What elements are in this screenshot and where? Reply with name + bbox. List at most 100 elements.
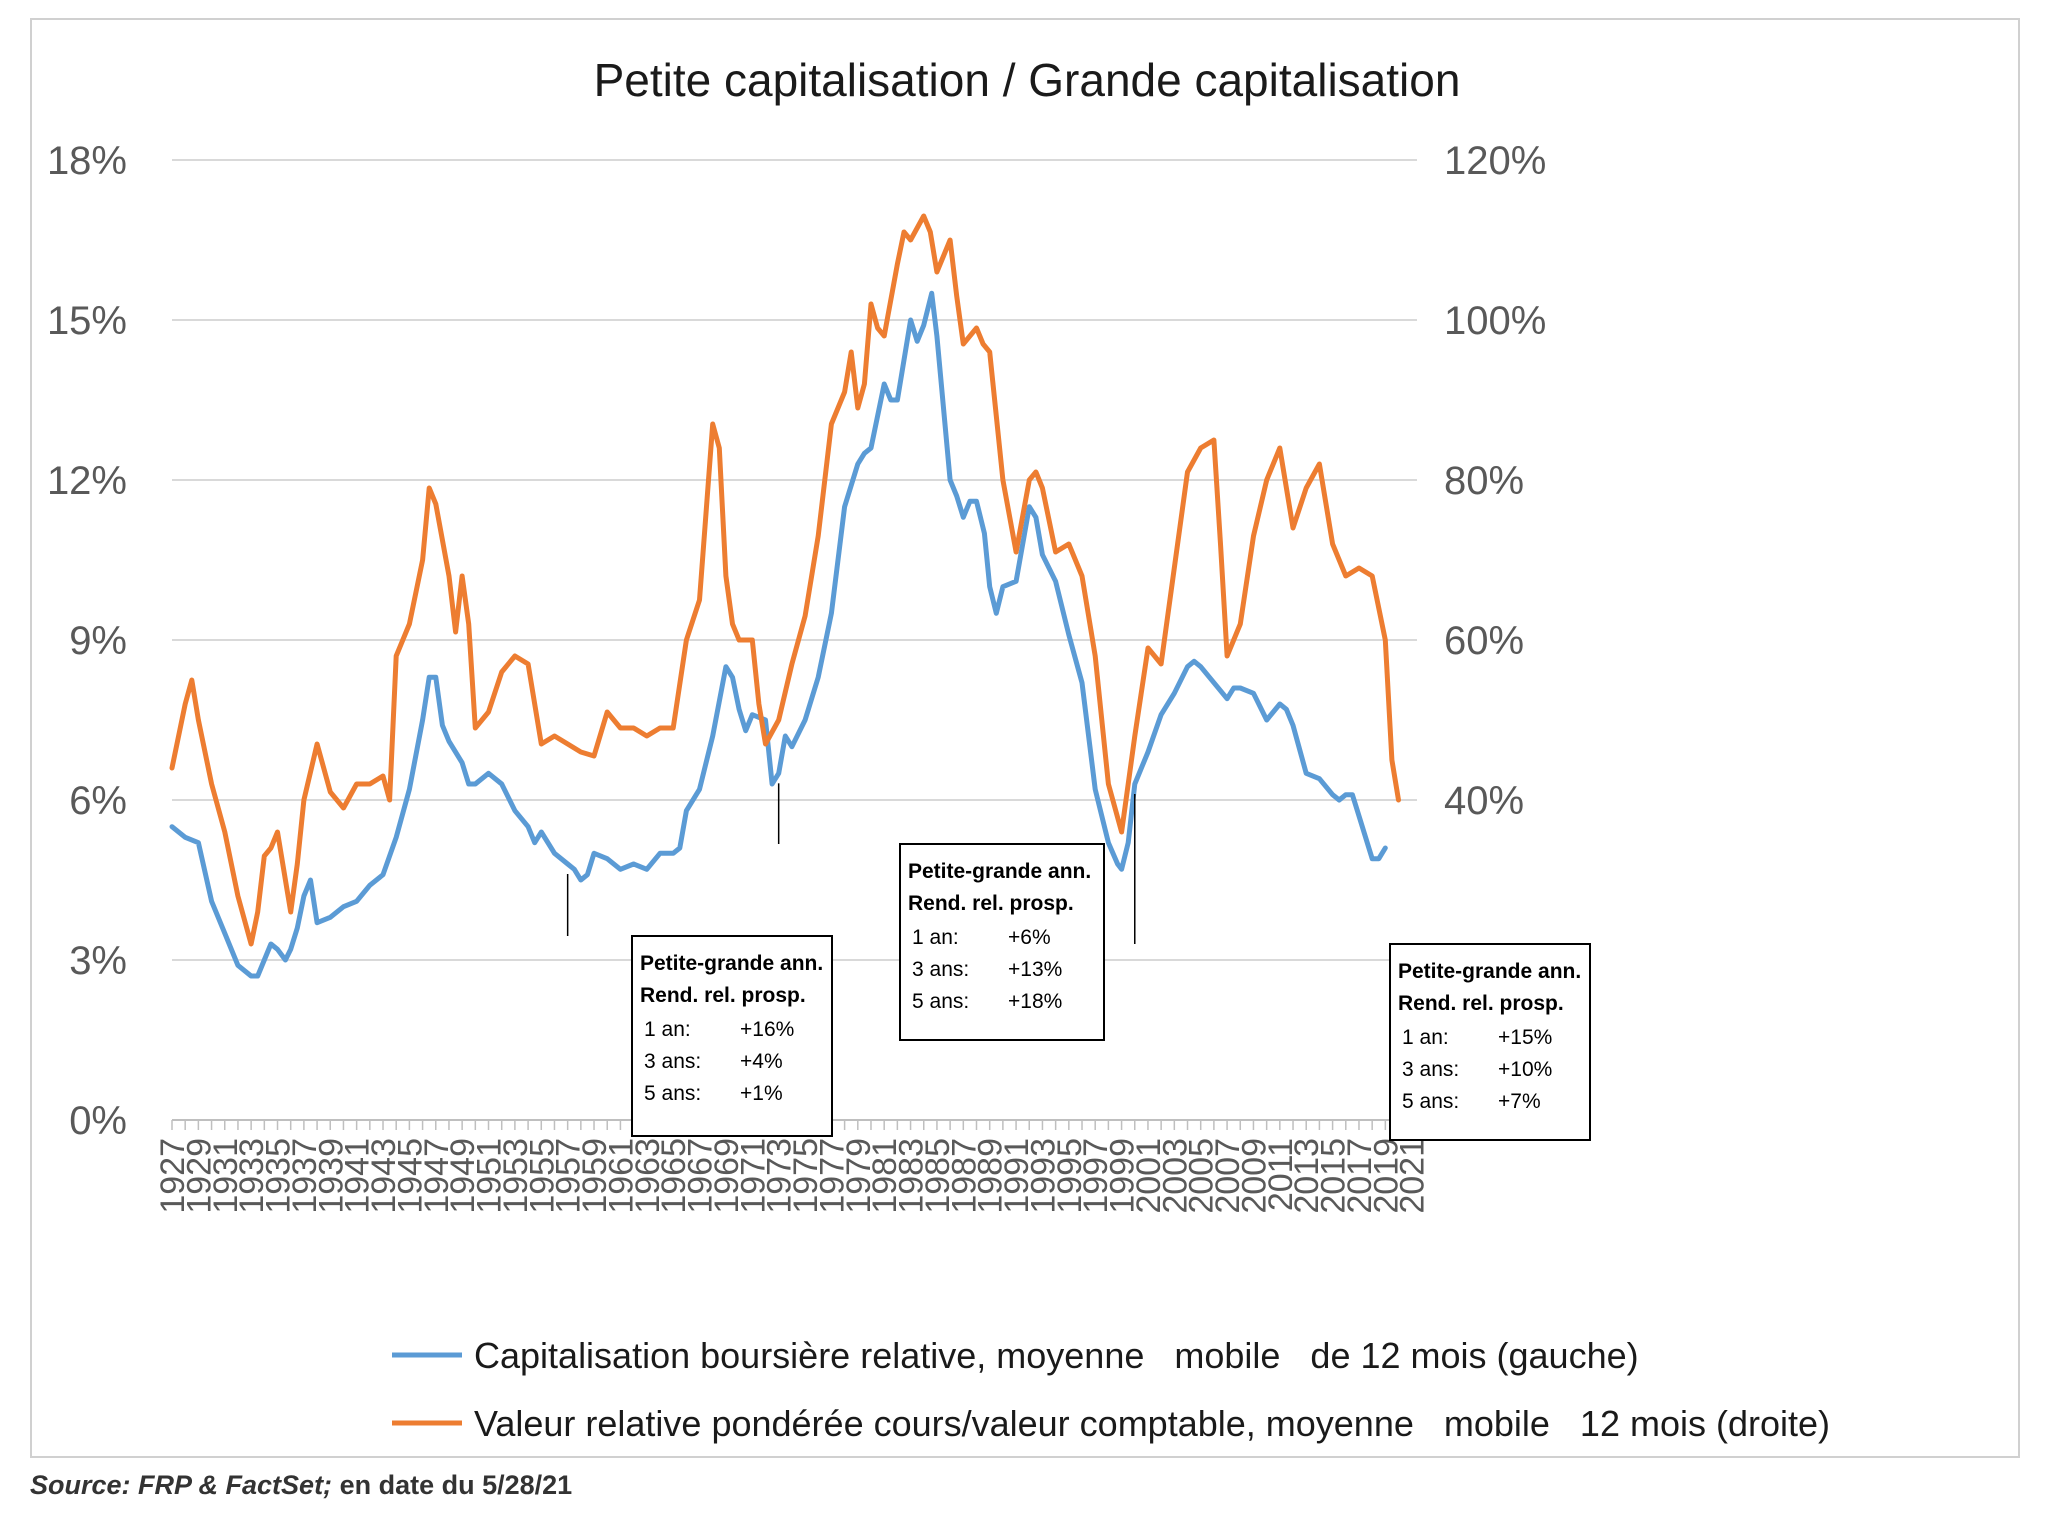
x-tick-label: 1999 (1104, 1138, 1142, 1214)
annotation-row-value: +13% (1008, 958, 1062, 981)
y-left-tick-label: 12% (47, 459, 127, 503)
legend-label-blue: Capitalisation boursière relative, moyen… (474, 1335, 1639, 1376)
annotation-subheader: Rend. rel. prosp. (908, 892, 1074, 915)
source-label: Source: FRP & FactSet; (30, 1470, 333, 1500)
annotation-row-label: 5 ans: (1402, 1090, 1459, 1113)
x-tick-label: 1929 (180, 1138, 218, 1214)
x-tick-label: 2015 (1315, 1138, 1353, 1214)
chart-frame: Petite capitalisation / Grande capitalis… (30, 18, 2020, 1458)
annotation-row-label: 1 an: (912, 926, 959, 949)
x-tick-label: 1987 (945, 1138, 983, 1214)
annotation-row-label: 5 ans: (912, 990, 969, 1013)
x-tick-label: 1955 (523, 1138, 561, 1214)
x-tick-label: 1939 (312, 1138, 350, 1214)
x-tick-label: 2019 (1367, 1138, 1405, 1214)
x-tick-label: 1963 (629, 1138, 667, 1214)
series-line-orange (169, 213, 1401, 947)
x-tick-label: 1959 (576, 1138, 614, 1214)
x-tick-label: 1943 (365, 1138, 403, 1214)
x-tick-label: 1985 (919, 1138, 957, 1214)
x-tick-label: 1983 (893, 1138, 931, 1214)
x-tick-label: 2013 (1288, 1138, 1326, 1214)
series-layer (169, 213, 1401, 979)
annotation-row-value: +16% (740, 1018, 794, 1041)
x-tick-label: 1973 (761, 1138, 799, 1214)
source-date: en date du 5/28/21 (339, 1470, 573, 1500)
x-tick-label: 1951 (471, 1138, 509, 1214)
annotation-header: Petite-grande ann. (1398, 960, 1581, 983)
x-tick-label: 1947 (418, 1138, 456, 1214)
annotation-frame (1389, 943, 1591, 1141)
annotation-box: Petite-grande ann. Rend. rel. prosp. 1 an:… (566, 874, 833, 1137)
legend-entry-blue: Capitalisation boursière relative, moyen… (392, 1335, 1639, 1376)
x-tick-label: 2009 (1235, 1138, 1273, 1214)
x-tick-label: 1979 (840, 1138, 878, 1214)
legend-label-orange: Valeur relative pondérée cours/valeur co… (474, 1403, 1830, 1444)
x-tick-label: 2021 (1394, 1138, 1432, 1214)
x-tick-label: 1941 (339, 1138, 377, 1214)
annotation-row-label: 3 ans: (644, 1050, 701, 1073)
y-right-tick-label: 120% (1444, 139, 1546, 183)
legend: Capitalisation boursière relative, moyen… (392, 1335, 1830, 1444)
x-tick-label: 1927 (154, 1138, 192, 1214)
x-tick-label: 1971 (734, 1138, 772, 1214)
x-tick-label: 1935 (260, 1138, 298, 1214)
y-left-tick-label: 0% (69, 1099, 127, 1143)
y-left-tick-label: 18% (47, 139, 127, 183)
annotation-subheader: Rend. rel. prosp. (1398, 992, 1564, 1015)
x-tick-label: 1991 (998, 1138, 1036, 1214)
x-tick-label: 1967 (682, 1138, 720, 1214)
x-tick-label: 2007 (1209, 1138, 1247, 1214)
x-tick-label: 1989 (972, 1138, 1010, 1214)
x-tick-label: 1945 (391, 1138, 429, 1214)
annotation-subheader: Rend. rel. prosp. (640, 984, 806, 1007)
annotation-row-label: 3 ans: (912, 958, 969, 981)
y-left-tick-label: 9% (69, 619, 127, 663)
x-tick-label: 2017 (1341, 1138, 1379, 1214)
annotation-frame (899, 843, 1105, 1041)
y-right-tick-label: 60% (1444, 619, 1524, 663)
chart-svg: Petite capitalisation / Grande capitalis… (47, 54, 1830, 1444)
gridlines (172, 159, 1417, 961)
x-tick-label: 1995 (1051, 1138, 1089, 1214)
y-right-tick-label: 40% (1444, 779, 1524, 823)
annotation-row-label: 1 an: (1402, 1026, 1449, 1049)
x-tick-label: 1933 (233, 1138, 271, 1214)
legend-entry-orange: Valeur relative pondérée cours/valeur co… (392, 1403, 1830, 1444)
annotation-box: Petite-grande ann. Rend. rel. prosp. 1 an:… (1134, 794, 1591, 1141)
annotation-header: Petite-grande ann. (908, 860, 1091, 883)
x-tick-label: 1981 (866, 1138, 904, 1214)
x-tick-label: 1969 (708, 1138, 746, 1214)
x-tick-label: 1937 (286, 1138, 324, 1214)
annotation-frame (631, 935, 833, 1137)
x-tick-label: 2001 (1130, 1138, 1168, 1214)
x-tick-label: 1965 (655, 1138, 693, 1214)
series-line-blue (169, 290, 1388, 979)
annotation-row-value: +15% (1498, 1026, 1552, 1049)
source-line: Source: FRP & FactSet; en date du 5/28/2… (30, 1470, 572, 1501)
y-left-tick-label: 3% (69, 939, 127, 983)
y-left-tick-label: 15% (47, 299, 127, 343)
annotations: Petite-grande ann. Rend. rel. prosp. 1 an:… (566, 783, 1591, 1141)
annotation-row-value: +4% (740, 1050, 783, 1073)
x-tick-label: 2005 (1183, 1138, 1221, 1214)
x-tick-label: 2011 (1262, 1138, 1300, 1211)
x-tick-label: 1949 (444, 1138, 482, 1214)
annotation-row-value: +18% (1008, 990, 1062, 1013)
annotation-row-value: +1% (740, 1082, 783, 1105)
annotation-row-label: 1 an: (644, 1018, 691, 1041)
x-tick-label: 1953 (497, 1138, 535, 1214)
y-right-tick-label: 80% (1444, 459, 1524, 503)
x-tick-label: 1961 (602, 1138, 640, 1214)
chart-title: Petite capitalisation / Grande capitalis… (594, 54, 1461, 106)
annotation-row-label: 3 ans: (1402, 1058, 1459, 1081)
x-tick-label: 1957 (550, 1138, 588, 1214)
x-tick-label: 1977 (813, 1138, 851, 1214)
axes: 0%0%3%20%6%40%9%60%12%80%15%100%18%120%1… (47, 139, 1546, 1214)
x-tick-label: 1931 (207, 1138, 245, 1214)
x-tick-label: 1975 (787, 1138, 825, 1214)
annotation-row-value: +10% (1498, 1058, 1552, 1081)
x-tick-label: 1993 (1024, 1138, 1062, 1214)
x-tick-label: 2003 (1156, 1138, 1194, 1214)
x-tick-label: 1997 (1077, 1138, 1115, 1214)
